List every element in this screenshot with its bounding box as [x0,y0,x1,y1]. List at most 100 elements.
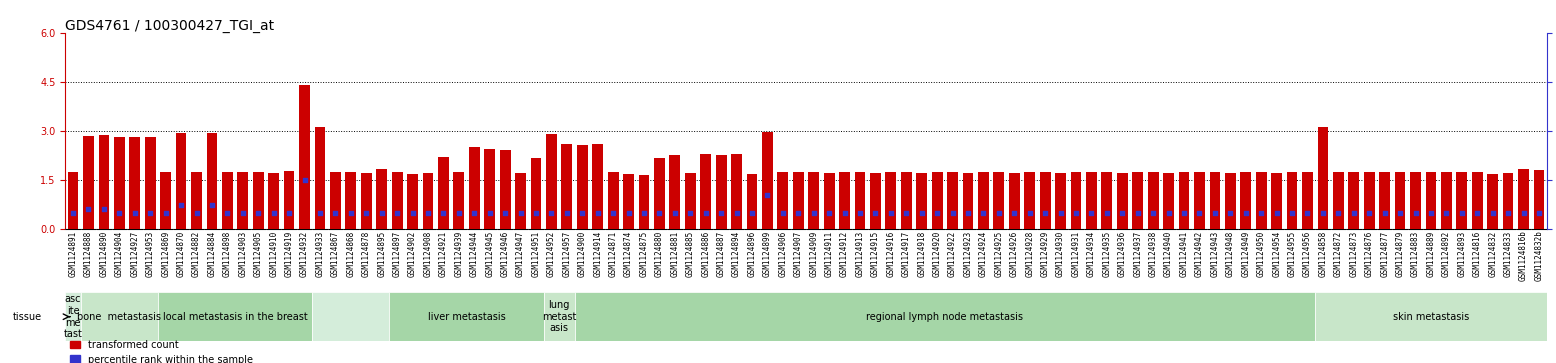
Point [1279,210,1304,216]
Point [909,210,934,216]
Bar [685,173,696,229]
Bar [1534,170,1545,229]
Point [107,210,132,216]
Bar [778,172,789,229]
Text: GSM1124885: GSM1124885 [686,231,696,277]
Bar [377,169,387,229]
Text: GSM1124943: GSM1124943 [1211,231,1220,277]
Bar [593,144,604,229]
Point [1449,210,1474,216]
Point [955,210,980,216]
Text: GSM1124911: GSM1124911 [825,231,834,277]
Text: GSM1124872: GSM1124872 [1333,231,1343,277]
Text: GSM1124914: GSM1124914 [593,231,602,277]
Bar [1071,172,1081,229]
Bar [622,174,633,229]
Bar [1472,172,1483,229]
Bar [577,146,588,229]
Point [478,210,503,216]
Bar [67,172,78,229]
Text: GSM1124956: GSM1124956 [1302,231,1312,277]
Point [215,210,240,216]
Bar [1363,172,1374,229]
Point [1064,210,1089,216]
Point [832,210,857,216]
Point [864,210,888,216]
Bar [716,155,727,229]
Point [415,210,440,216]
Bar [1302,172,1313,229]
Bar [932,172,943,229]
Point [1341,210,1366,216]
Bar [1425,172,1436,229]
Text: GSM1124933: GSM1124933 [316,231,325,277]
Text: GSM1124895: GSM1124895 [377,231,386,277]
Text: local metastasis in the breast: local metastasis in the breast [163,312,308,322]
Text: GSM1124935: GSM1124935 [1102,231,1111,277]
Bar [1148,172,1159,229]
Bar [283,171,294,229]
Point [1125,210,1150,216]
Point [184,210,209,216]
Point [569,210,594,216]
Bar [98,135,109,229]
Bar [1256,172,1267,229]
Bar [608,172,619,229]
Text: GSM1124942: GSM1124942 [1195,231,1204,277]
Text: GSM1124930: GSM1124930 [1057,231,1066,277]
Text: GSM1124944: GSM1124944 [470,231,479,277]
Bar [1333,172,1344,229]
Text: GSM1124952: GSM1124952 [546,231,555,277]
Point [987,210,1011,216]
Bar [1133,172,1144,229]
Bar [145,137,156,229]
Bar [499,150,510,229]
Point [755,192,780,198]
Point [971,210,996,216]
Text: GSM1124870: GSM1124870 [176,231,185,277]
Point [1156,210,1181,216]
Point [848,210,873,216]
Bar [1271,173,1282,229]
Point [76,206,101,212]
Text: GSM1124904: GSM1124904 [115,231,124,277]
Text: GSM1124882: GSM1124882 [191,231,201,277]
Bar [762,132,773,229]
Point [924,210,949,216]
Point [632,210,657,216]
Bar [129,136,140,229]
Bar [484,149,495,229]
Bar [1318,127,1329,229]
Point [879,210,904,216]
Bar [1193,172,1204,229]
Text: GDS4761 / 100300427_TGI_at: GDS4761 / 100300427_TGI_at [65,19,274,33]
Point [1078,210,1103,216]
Point [230,210,255,216]
Text: GSM1124874: GSM1124874 [624,231,633,277]
Text: GSM1124945: GSM1124945 [485,231,495,277]
Text: GSM1124912: GSM1124912 [840,231,850,277]
Point [708,210,733,216]
Bar [1102,172,1113,229]
Text: GSM1124936: GSM1124936 [1117,231,1127,277]
Text: GSM1124931: GSM1124931 [1072,231,1080,277]
Text: GSM1124924: GSM1124924 [979,231,988,277]
Point [739,210,764,216]
Bar [299,85,310,229]
Point [199,202,224,208]
Bar [916,173,927,229]
Bar [1240,172,1251,229]
Point [168,202,193,208]
Point [554,210,579,216]
Text: bone  metastasis: bone metastasis [78,312,162,322]
Point [462,210,487,216]
Text: GSM1124950: GSM1124950 [1257,231,1265,277]
Bar [654,158,664,229]
Bar [1394,172,1405,229]
Bar [854,172,865,229]
Text: GSM1124868: GSM1124868 [347,231,355,277]
Point [1203,210,1228,216]
Text: GSM1124926: GSM1124926 [1010,231,1019,277]
Bar [1287,172,1298,229]
Text: GSM1124948: GSM1124948 [1226,231,1235,277]
